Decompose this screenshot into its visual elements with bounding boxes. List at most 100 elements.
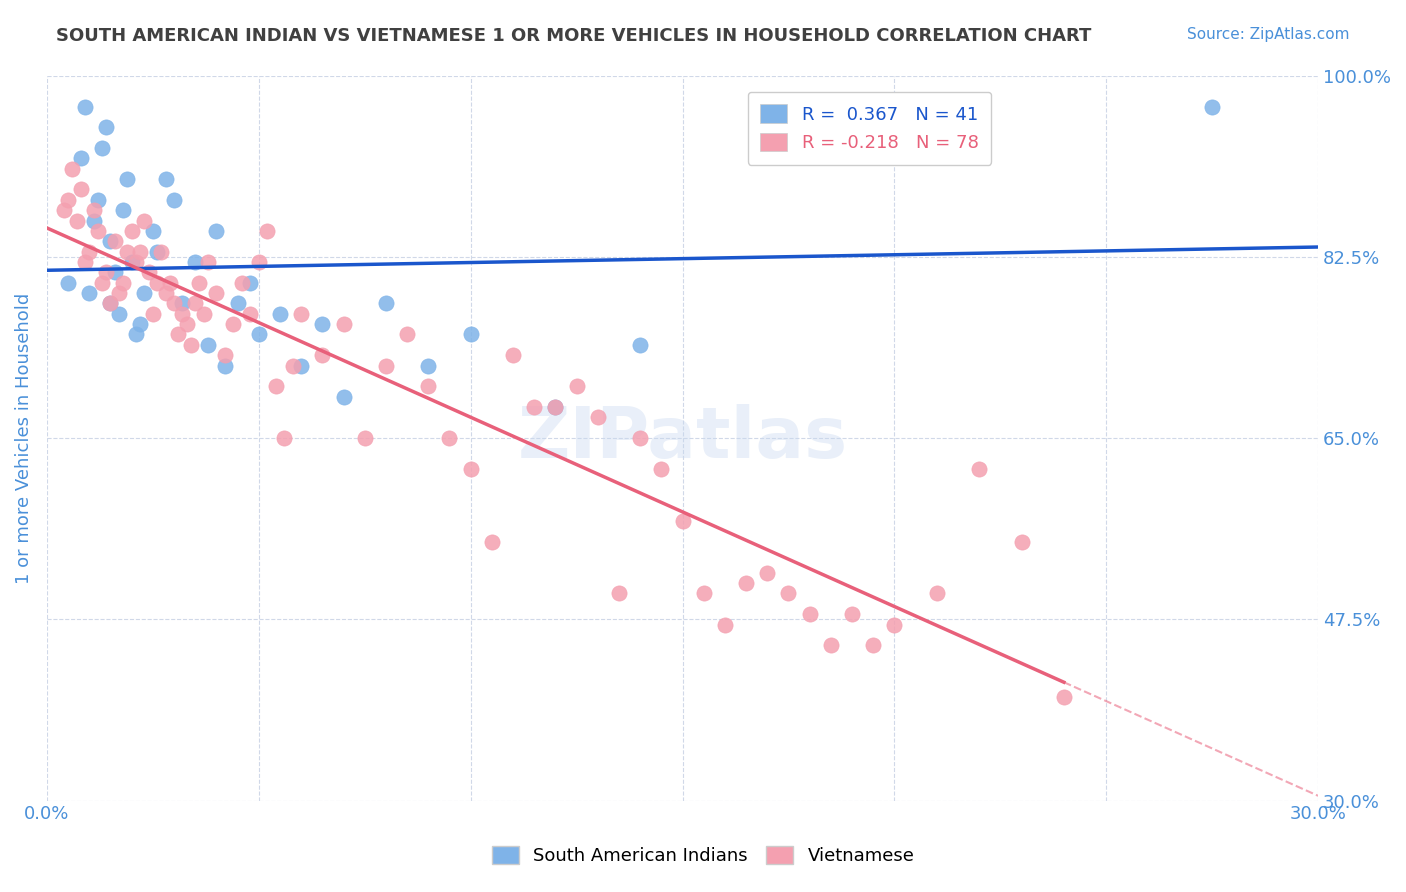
Point bbox=[628, 431, 651, 445]
Point bbox=[176, 317, 198, 331]
Point bbox=[150, 244, 173, 259]
Point bbox=[460, 327, 482, 342]
Point bbox=[193, 307, 215, 321]
Point bbox=[481, 534, 503, 549]
Point bbox=[222, 317, 245, 331]
Point bbox=[117, 172, 139, 186]
Point bbox=[134, 213, 156, 227]
Point bbox=[129, 317, 152, 331]
Point bbox=[290, 359, 312, 373]
Point bbox=[134, 286, 156, 301]
Point bbox=[104, 234, 127, 248]
Point bbox=[311, 348, 333, 362]
Point bbox=[396, 327, 419, 342]
Y-axis label: 1 or more Vehicles in Household: 1 or more Vehicles in Household bbox=[15, 293, 32, 583]
Point bbox=[671, 514, 693, 528]
Point bbox=[460, 462, 482, 476]
Point bbox=[197, 255, 219, 269]
Legend: South American Indians, Vietnamese: South American Indians, Vietnamese bbox=[482, 837, 924, 874]
Point bbox=[60, 161, 83, 176]
Point bbox=[56, 193, 79, 207]
Point bbox=[1053, 690, 1076, 704]
Point bbox=[439, 431, 461, 445]
Point bbox=[247, 255, 270, 269]
Point bbox=[418, 379, 440, 393]
Point bbox=[290, 307, 312, 321]
Point bbox=[91, 141, 114, 155]
Point bbox=[197, 338, 219, 352]
Point bbox=[73, 100, 96, 114]
Point bbox=[273, 431, 295, 445]
Point bbox=[155, 286, 177, 301]
Point bbox=[146, 276, 169, 290]
Point bbox=[159, 276, 181, 290]
Point bbox=[311, 317, 333, 331]
Point bbox=[841, 607, 863, 622]
Point bbox=[544, 400, 567, 414]
Point bbox=[108, 307, 131, 321]
Point bbox=[87, 193, 110, 207]
Point bbox=[239, 307, 262, 321]
Point bbox=[778, 586, 800, 600]
Point bbox=[87, 224, 110, 238]
Point bbox=[52, 203, 75, 218]
Point bbox=[104, 265, 127, 279]
Point bbox=[172, 307, 194, 321]
Point bbox=[180, 338, 202, 352]
Point bbox=[129, 244, 152, 259]
Text: ZIPatlas: ZIPatlas bbox=[517, 403, 848, 473]
Point bbox=[184, 296, 207, 310]
Point bbox=[117, 244, 139, 259]
Point bbox=[172, 296, 194, 310]
Point bbox=[269, 307, 291, 321]
Point bbox=[112, 276, 135, 290]
Point bbox=[73, 255, 96, 269]
Point bbox=[100, 234, 122, 248]
Point bbox=[565, 379, 588, 393]
Point bbox=[138, 265, 160, 279]
Point bbox=[146, 244, 169, 259]
Point bbox=[332, 390, 354, 404]
Point bbox=[163, 296, 186, 310]
Point bbox=[256, 224, 278, 238]
Point bbox=[112, 203, 135, 218]
Point bbox=[214, 359, 236, 373]
Point bbox=[167, 327, 190, 342]
Point bbox=[799, 607, 821, 622]
Point bbox=[374, 359, 396, 373]
Point bbox=[523, 400, 546, 414]
Point bbox=[1201, 100, 1223, 114]
Point bbox=[281, 359, 304, 373]
Point bbox=[100, 296, 122, 310]
Point bbox=[188, 276, 211, 290]
Point bbox=[96, 265, 118, 279]
Point bbox=[1011, 534, 1033, 549]
Point bbox=[214, 348, 236, 362]
Point bbox=[607, 586, 630, 600]
Point bbox=[967, 100, 990, 114]
Point bbox=[353, 431, 375, 445]
Point bbox=[247, 327, 270, 342]
Point bbox=[83, 203, 105, 218]
Point bbox=[163, 193, 186, 207]
Point bbox=[69, 152, 91, 166]
Point bbox=[544, 400, 567, 414]
Point bbox=[735, 576, 758, 591]
Point bbox=[418, 359, 440, 373]
Point bbox=[69, 182, 91, 196]
Point bbox=[91, 276, 114, 290]
Legend: R =  0.367   N = 41, R = -0.218   N = 78: R = 0.367 N = 41, R = -0.218 N = 78 bbox=[748, 92, 991, 165]
Point bbox=[714, 617, 737, 632]
Point bbox=[883, 617, 905, 632]
Point bbox=[862, 638, 884, 652]
Point bbox=[264, 379, 287, 393]
Point bbox=[239, 276, 262, 290]
Point bbox=[925, 586, 948, 600]
Point bbox=[184, 255, 207, 269]
Point bbox=[121, 255, 143, 269]
Point bbox=[820, 638, 842, 652]
Point bbox=[121, 224, 143, 238]
Point bbox=[155, 172, 177, 186]
Point bbox=[125, 255, 148, 269]
Point bbox=[756, 566, 779, 580]
